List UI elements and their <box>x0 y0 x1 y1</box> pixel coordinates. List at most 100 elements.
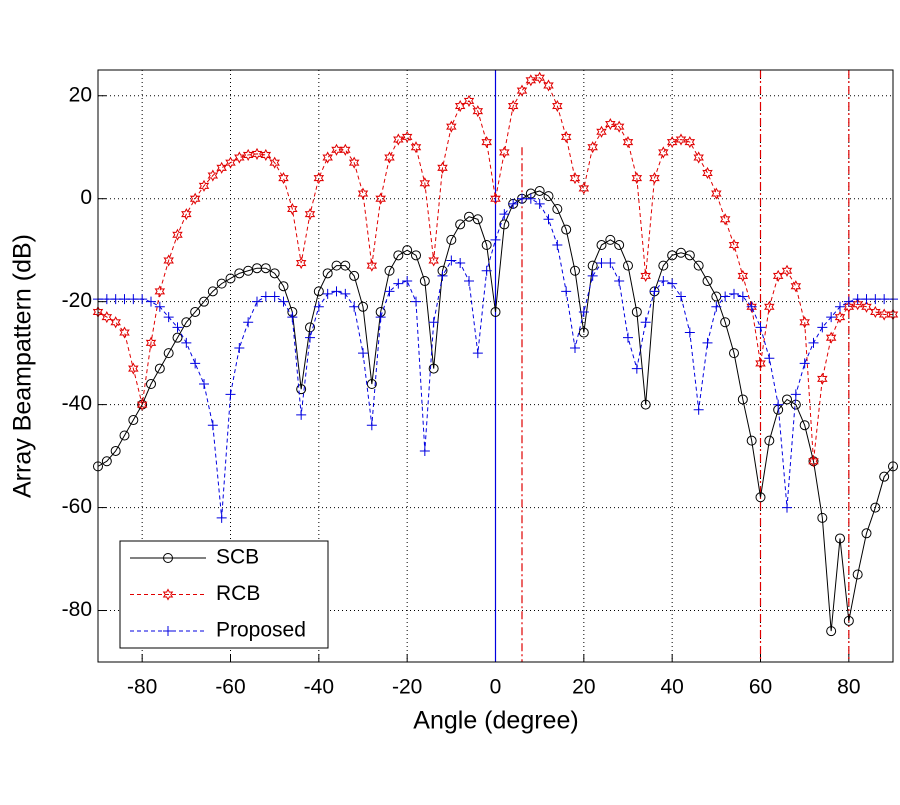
legend-label: Proposed <box>216 619 306 642</box>
marker <box>181 337 192 348</box>
marker <box>295 256 307 270</box>
marker <box>728 238 740 252</box>
legend-marker <box>162 588 174 601</box>
marker <box>119 294 130 305</box>
marker <box>304 208 316 221</box>
marker <box>137 294 148 305</box>
marker <box>393 133 404 146</box>
marker <box>676 291 686 302</box>
marker <box>163 312 174 323</box>
marker <box>622 135 634 149</box>
marker <box>463 94 475 107</box>
marker <box>773 399 784 410</box>
series-line <box>97 77 893 462</box>
marker <box>402 245 413 256</box>
marker <box>154 363 165 374</box>
marker <box>578 327 589 338</box>
marker <box>835 533 845 544</box>
marker <box>879 471 890 482</box>
x-tick-label: 0 <box>490 676 502 699</box>
marker <box>269 291 280 302</box>
marker <box>146 296 156 307</box>
marker <box>684 250 695 261</box>
marker <box>605 117 616 131</box>
y-tick-label: -20 <box>62 289 92 312</box>
marker <box>516 84 528 97</box>
marker <box>702 337 713 348</box>
marker <box>560 130 572 143</box>
marker <box>790 389 801 400</box>
marker <box>631 172 643 185</box>
marker <box>163 254 174 267</box>
y-tick-label: 20 <box>69 83 92 106</box>
marker <box>401 130 413 143</box>
marker <box>366 259 378 272</box>
marker <box>799 316 810 329</box>
marker <box>455 258 466 269</box>
marker <box>411 296 421 307</box>
marker <box>640 317 651 328</box>
marker <box>349 270 360 281</box>
marker <box>649 172 660 185</box>
marker <box>720 317 731 328</box>
marker <box>605 234 616 245</box>
x-tick-label: 60 <box>749 676 772 699</box>
marker <box>614 240 625 251</box>
marker <box>472 348 483 359</box>
marker <box>596 258 607 269</box>
y-tick-label: 0 <box>80 186 92 209</box>
marker <box>817 322 828 333</box>
marker <box>181 317 192 328</box>
marker <box>234 151 245 164</box>
marker <box>658 276 669 287</box>
x-tick-label: -80 <box>127 676 157 699</box>
marker <box>508 198 519 209</box>
marker <box>569 172 581 185</box>
marker <box>437 161 448 174</box>
x-tick-label: -40 <box>304 676 334 699</box>
marker <box>578 182 590 195</box>
marker <box>313 301 324 312</box>
marker <box>631 363 642 374</box>
marker <box>419 276 430 287</box>
marker <box>437 270 448 281</box>
marker <box>446 120 457 133</box>
marker <box>746 301 757 312</box>
marker <box>737 394 748 405</box>
marker <box>879 294 890 305</box>
marker <box>861 300 872 313</box>
marker <box>499 209 510 220</box>
marker <box>322 288 333 299</box>
marker <box>384 151 395 164</box>
marker <box>755 322 766 333</box>
marker <box>587 141 598 154</box>
marker <box>517 193 527 204</box>
marker <box>172 228 183 241</box>
marker <box>287 202 298 216</box>
marker <box>534 71 545 84</box>
marker <box>190 358 201 369</box>
legend-marker <box>163 626 173 636</box>
marker <box>666 135 678 149</box>
marker <box>128 294 139 305</box>
marker <box>234 342 245 353</box>
marker <box>216 278 227 289</box>
marker <box>260 291 271 302</box>
marker <box>755 492 766 503</box>
marker <box>234 268 245 279</box>
marker <box>375 192 386 205</box>
marker <box>719 213 731 226</box>
marker <box>658 260 669 271</box>
marker <box>481 240 492 251</box>
marker <box>834 311 846 324</box>
marker <box>781 264 793 277</box>
marker <box>825 331 837 344</box>
marker <box>684 327 695 338</box>
marker <box>693 260 704 271</box>
marker <box>172 332 183 343</box>
marker <box>587 260 598 271</box>
marker <box>764 353 775 364</box>
marker <box>322 151 333 164</box>
marker <box>490 192 501 205</box>
